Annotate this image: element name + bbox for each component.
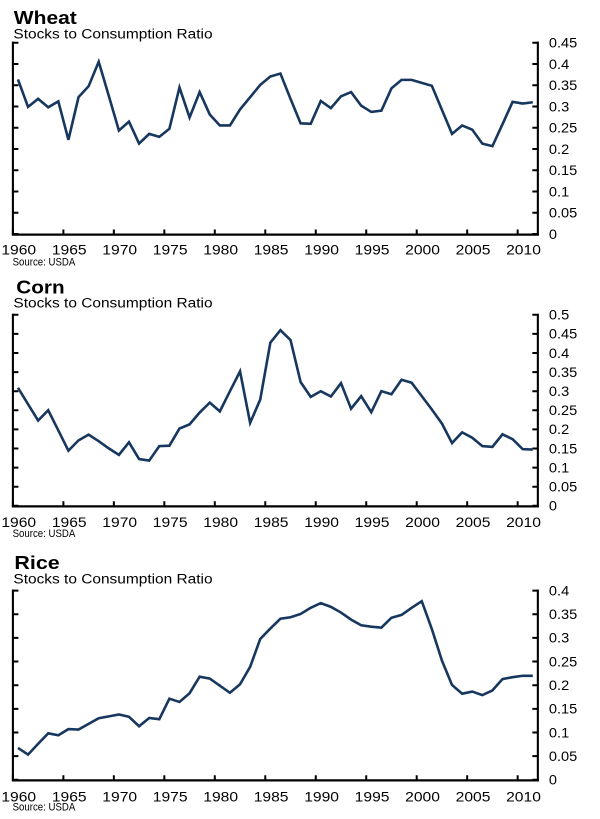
svg-text:Wheat: Wheat: [14, 8, 77, 28]
svg-text:0.05: 0.05: [549, 748, 578, 764]
svg-text:1975: 1975: [153, 788, 188, 804]
svg-text:0.4: 0.4: [549, 582, 570, 598]
svg-text:0.15: 0.15: [549, 440, 578, 456]
svg-text:2010: 2010: [506, 788, 541, 804]
svg-text:0.3: 0.3: [549, 383, 570, 399]
svg-text:0.2: 0.2: [549, 677, 570, 693]
svg-text:0.1: 0.1: [549, 724, 570, 740]
svg-text:1995: 1995: [355, 242, 390, 258]
svg-text:2010: 2010: [506, 514, 541, 530]
svg-text:0.35: 0.35: [549, 606, 578, 622]
svg-text:0.4: 0.4: [549, 345, 570, 361]
svg-text:1965: 1965: [52, 242, 87, 258]
svg-text:1995: 1995: [355, 788, 390, 804]
svg-text:Source: USDA: Source: USDA: [13, 528, 77, 540]
svg-text:1985: 1985: [254, 242, 289, 258]
svg-text:1985: 1985: [254, 514, 289, 530]
svg-text:2000: 2000: [405, 788, 440, 804]
svg-text:1990: 1990: [304, 788, 339, 804]
svg-text:2005: 2005: [456, 242, 491, 258]
svg-text:1970: 1970: [102, 242, 137, 258]
svg-text:0.2: 0.2: [549, 141, 570, 157]
svg-text:1965: 1965: [52, 788, 87, 804]
svg-text:2005: 2005: [456, 514, 491, 530]
svg-text:1960: 1960: [1, 788, 36, 804]
svg-text:0.15: 0.15: [549, 701, 578, 717]
svg-text:1980: 1980: [203, 788, 238, 804]
svg-text:1970: 1970: [102, 788, 137, 804]
svg-text:0.25: 0.25: [549, 653, 578, 669]
svg-text:Source: USDA: Source: USDA: [13, 257, 77, 269]
svg-text:0.3: 0.3: [549, 630, 570, 646]
svg-text:0.4: 0.4: [549, 56, 570, 72]
svg-text:Corn: Corn: [16, 277, 64, 297]
svg-text:Stocks to Consumption Ratio: Stocks to Consumption Ratio: [13, 26, 212, 42]
svg-text:2000: 2000: [405, 242, 440, 258]
svg-text:Rice: Rice: [14, 553, 59, 573]
svg-text:Source: USDA: Source: USDA: [13, 801, 77, 813]
svg-text:0.1: 0.1: [549, 183, 570, 199]
svg-text:1980: 1980: [203, 242, 238, 258]
svg-text:0.25: 0.25: [549, 120, 578, 136]
svg-text:1985: 1985: [254, 788, 289, 804]
svg-text:1980: 1980: [203, 514, 238, 530]
svg-text:2005: 2005: [456, 788, 491, 804]
svg-text:0.25: 0.25: [549, 402, 578, 418]
svg-text:0.3: 0.3: [549, 98, 570, 114]
svg-text:0.45: 0.45: [549, 35, 578, 51]
svg-text:0.05: 0.05: [549, 205, 578, 221]
svg-text:0: 0: [549, 498, 557, 514]
svg-text:1970: 1970: [102, 514, 137, 530]
svg-text:0.35: 0.35: [549, 364, 578, 380]
svg-text:0.05: 0.05: [549, 479, 578, 495]
svg-text:Stocks to Consumption Ratio: Stocks to Consumption Ratio: [13, 296, 212, 312]
svg-text:1990: 1990: [304, 514, 339, 530]
svg-text:1995: 1995: [355, 514, 390, 530]
svg-text:2000: 2000: [405, 514, 440, 530]
svg-text:2010: 2010: [506, 242, 541, 258]
svg-text:1990: 1990: [304, 242, 339, 258]
svg-text:0.45: 0.45: [549, 326, 578, 342]
svg-text:0.15: 0.15: [549, 162, 578, 178]
svg-text:1960: 1960: [1, 242, 36, 258]
svg-text:0.1: 0.1: [549, 459, 570, 475]
svg-text:0: 0: [549, 226, 557, 242]
svg-text:0.5: 0.5: [549, 307, 570, 323]
svg-text:0.2: 0.2: [549, 421, 570, 437]
svg-text:Stocks to Consumption Ratio: Stocks to Consumption Ratio: [13, 571, 212, 587]
svg-text:1965: 1965: [52, 514, 87, 530]
svg-text:1975: 1975: [153, 514, 188, 530]
svg-text:1975: 1975: [153, 242, 188, 258]
svg-text:1960: 1960: [1, 514, 36, 530]
svg-text:0: 0: [549, 772, 557, 788]
svg-text:0.35: 0.35: [549, 77, 578, 93]
